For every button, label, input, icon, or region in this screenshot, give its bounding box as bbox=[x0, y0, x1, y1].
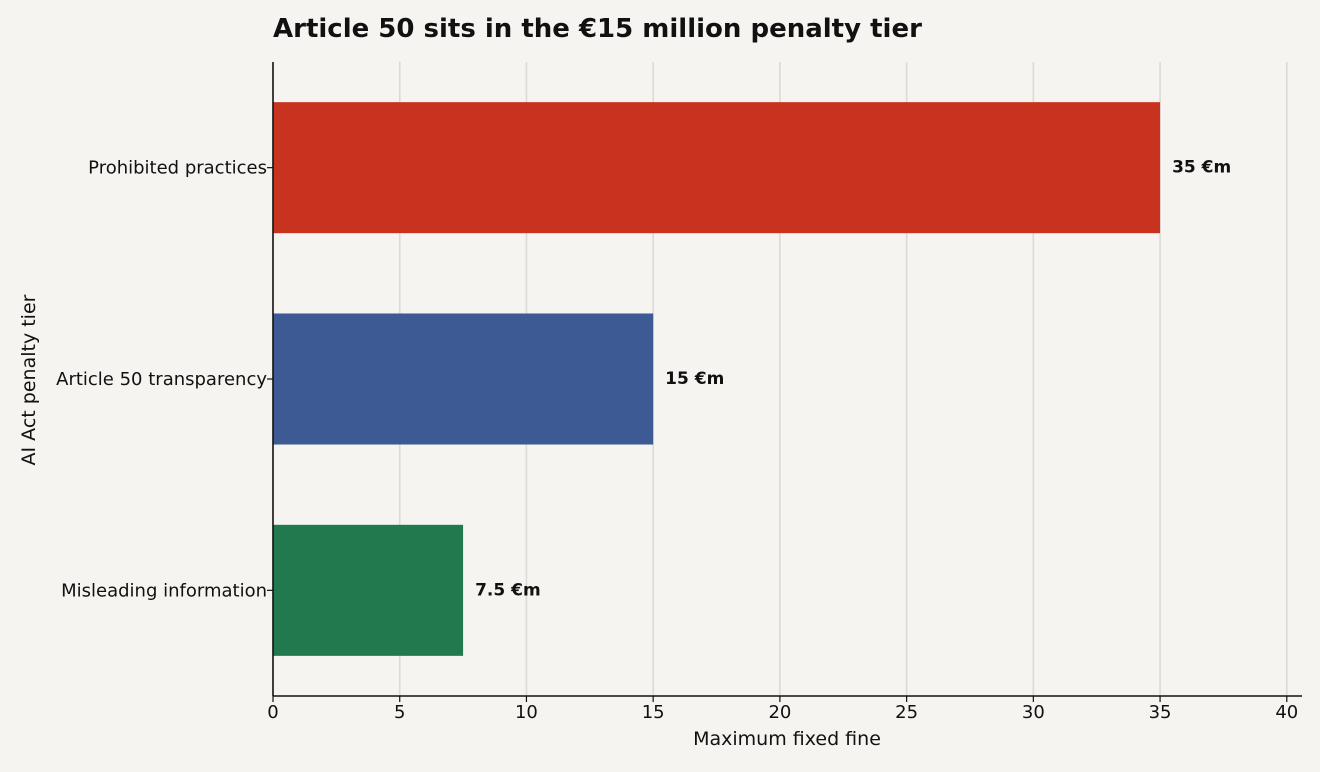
x-tick-label: 40 bbox=[1275, 702, 1298, 723]
x-tick-label: 25 bbox=[895, 702, 918, 723]
x-axis-title: Maximum fixed fine bbox=[693, 728, 881, 750]
y-category-label: Prohibited practices bbox=[88, 158, 267, 179]
x-tick-label: 15 bbox=[642, 702, 665, 723]
x-tick-label: 0 bbox=[267, 702, 278, 723]
bar bbox=[273, 313, 654, 445]
bar bbox=[273, 102, 1161, 234]
x-tick-label: 20 bbox=[768, 702, 791, 723]
chart-title: Article 50 sits in the €15 million penal… bbox=[273, 14, 922, 44]
x-tick-label: 30 bbox=[1022, 702, 1045, 723]
bar bbox=[273, 524, 464, 656]
data-labels: 35 €m 15 €m 7.5 €m bbox=[475, 158, 1231, 601]
data-label: 7.5 €m bbox=[475, 580, 541, 600]
y-category-label: Article 50 transparency bbox=[56, 369, 267, 390]
y-category-labels: Prohibited practices Article 50 transpare… bbox=[56, 158, 273, 601]
x-ticks: 0 5 10 15 20 25 30 35 40 bbox=[267, 696, 1298, 723]
y-category-label: Misleading information bbox=[61, 580, 267, 601]
data-label: 35 €m bbox=[1172, 158, 1231, 178]
x-tick-label: 10 bbox=[515, 702, 538, 723]
x-tick-label: 5 bbox=[394, 702, 405, 723]
y-axis-title: AI Act penalty tier bbox=[18, 294, 40, 465]
data-label: 15 €m bbox=[665, 369, 724, 389]
x-tick-label: 35 bbox=[1149, 702, 1172, 723]
bars bbox=[273, 102, 1161, 656]
